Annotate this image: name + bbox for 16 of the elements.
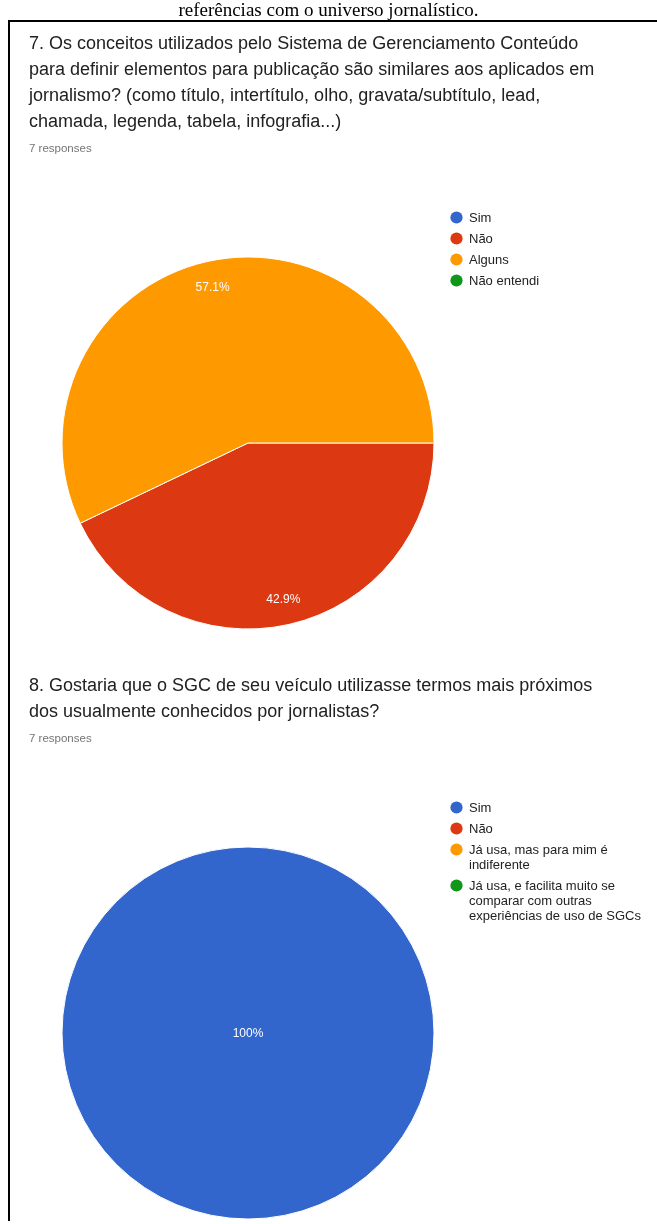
legend-label: Já usa, mas para mim é indiferente: [469, 841, 608, 872]
data-label: 57.1%: [195, 280, 230, 294]
text: referências com o universo jornalístico.: [177, 0, 480, 20]
data-label: 100%: [232, 1026, 264, 1040]
legend-label: Sim: [469, 799, 492, 815]
chart-title: 7. Os conceitos utilizados pelo Sistema de Gerenciamento Conteúdo para definir elementos para publicação são similares aos aplicados em jornalismo? (como título, intertítulo, olho, gravata/subtítulo, lead, chamada, legenda, tabela, infografia...): [27, 32, 596, 133]
legend-label: Sim: [469, 209, 492, 225]
legend-label: Já usa, e facilita muito se comparar com outras experiências de uso de SGCs: [469, 877, 642, 923]
chart-title: 8. Gostaria que o SGC de seu veículo utilizasse termos mais próximos dos usualmente conhecidos por jornalistas?: [28, 674, 594, 723]
chart-subtitle: 7 responses: [29, 731, 93, 746]
legend-label: Alguns: [469, 251, 510, 267]
chart-subtitle: 7 responses: [29, 141, 93, 156]
legend-label: Não: [469, 820, 493, 836]
legend-label: Não entendi: [469, 272, 540, 288]
legend-label: Não: [469, 230, 493, 246]
data-label: 42.9%: [266, 592, 301, 606]
